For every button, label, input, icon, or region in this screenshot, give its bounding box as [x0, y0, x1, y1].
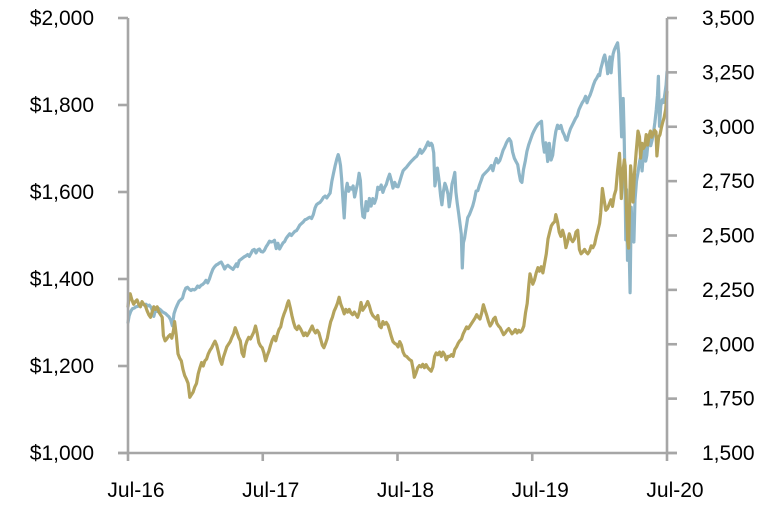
right-axis-tick-label: 3,000 — [702, 116, 755, 139]
right-axis-tick-label: 2,500 — [702, 225, 755, 248]
left-axis-tick-label: $1,800 — [30, 94, 94, 117]
x-axis-tick-label: Jul-20 — [646, 479, 703, 502]
x-axis-tick-label: Jul-19 — [512, 479, 569, 502]
left-axis-tick-label: $1,400 — [30, 268, 94, 291]
x-axis-tick-label: Jul-16 — [107, 479, 164, 502]
left-axis-tick-label: $1,200 — [30, 355, 94, 378]
right-axis-tick-label: 3,500 — [702, 7, 755, 30]
left-axis-tick-label: $1,600 — [30, 181, 94, 204]
left-axis-tick-label: $2,000 — [30, 7, 94, 30]
right-axis-tick-label: 2,250 — [702, 279, 755, 302]
x-axis-tick-label: Jul-18 — [377, 479, 434, 502]
right-axis-tick-label: 1,500 — [702, 442, 755, 465]
right-axis-tick-label: 1,750 — [702, 388, 755, 411]
right-axis-tick-label: 3,250 — [702, 61, 755, 84]
right-axis-tick-label: 2,000 — [702, 333, 755, 356]
blue-line — [126, 41, 669, 328]
left-axis-tick-label: $1,000 — [30, 442, 94, 465]
x-axis-tick-label: Jul-17 — [242, 479, 299, 502]
right-axis-tick-label: 2,750 — [702, 170, 755, 193]
gold-line — [126, 90, 669, 399]
